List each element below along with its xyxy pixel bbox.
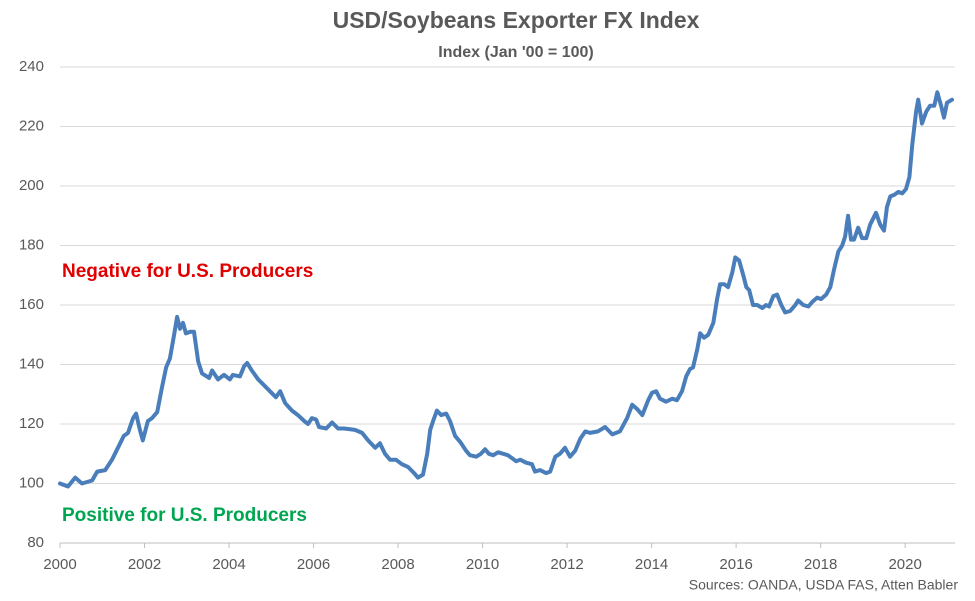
x-tick-label: 2004 (212, 556, 245, 573)
x-tick-label: 2016 (719, 556, 752, 573)
x-tick-label: 2006 (297, 556, 330, 573)
x-tick-label: 2008 (381, 556, 414, 573)
x-tick-label: 2002 (128, 556, 161, 573)
annotation: Positive for U.S. Producers (62, 505, 307, 526)
data-line (58, 90, 954, 489)
y-tick-label: 220 (19, 117, 44, 134)
annotation: Negative for U.S. Producers (62, 261, 313, 282)
x-tick-label: 2010 (466, 556, 499, 573)
y-tick-label: 80 (27, 534, 44, 551)
y-tick-label: 140 (19, 355, 44, 372)
x-tick-label: 2018 (804, 556, 837, 573)
y-tick-label: 160 (19, 296, 44, 313)
y-tick-label: 120 (19, 415, 44, 432)
y-tick-label: 180 (19, 236, 44, 253)
chart-subtitle: Index (Jan '00 = 100) (438, 44, 593, 61)
y-tick-label: 100 (19, 474, 44, 491)
x-tick-label: 2014 (635, 556, 668, 573)
chart-title: USD/Soybeans Exporter FX Index (333, 7, 700, 33)
x-tick-label: 2020 (888, 556, 921, 573)
x-tick-label: 2000 (43, 556, 76, 573)
y-tick-label: 200 (19, 177, 44, 194)
x-tick-label: 2012 (550, 556, 583, 573)
y-tick-label: 240 (19, 58, 44, 75)
source-note: Sources: OANDA, USDA FAS, Atten Babler (689, 577, 959, 593)
